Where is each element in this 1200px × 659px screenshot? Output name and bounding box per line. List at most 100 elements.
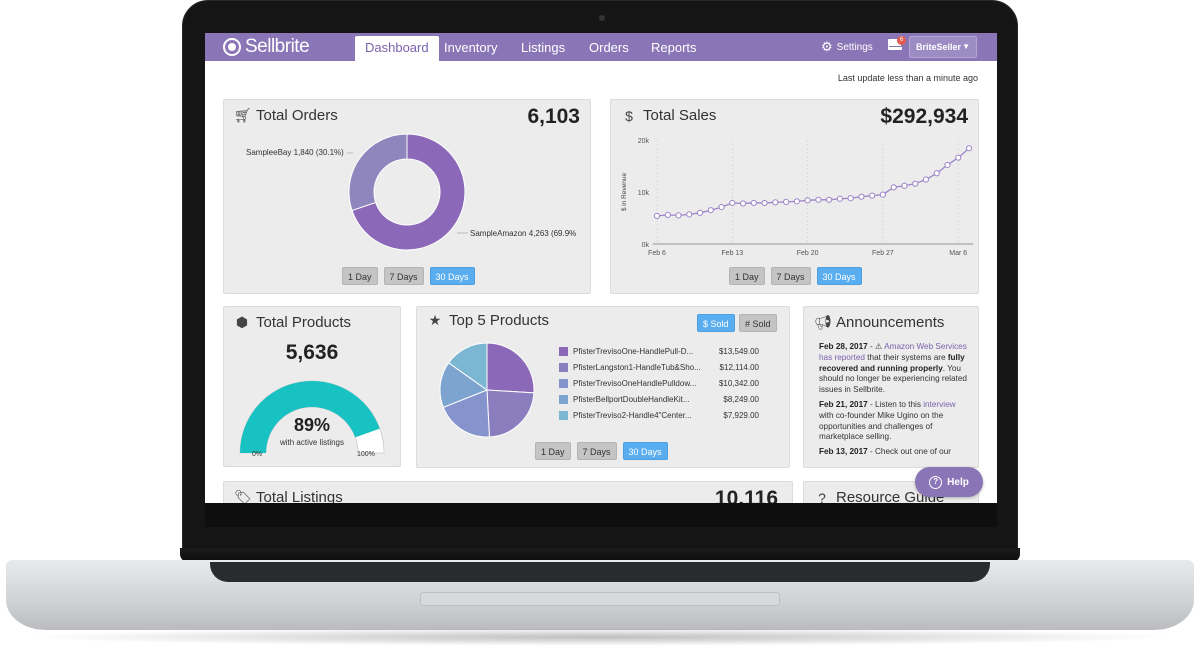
total-listings-title: 🏷︎ Total Listings — [234, 489, 343, 503]
x-tick-label: Feb 13 — [721, 250, 743, 257]
legend-swatch — [559, 362, 568, 372]
sales-point — [772, 199, 779, 206]
legend-product-value: $7,929.00 — [723, 410, 759, 420]
legend-swatch — [559, 394, 568, 404]
sold-count-toggle[interactable]: # Sold — [739, 314, 777, 332]
resource-guide-label: Resource Guide — [836, 489, 945, 503]
sales-point — [761, 199, 768, 207]
total-sales-title: $ Total Sales — [621, 107, 716, 124]
tab-dashboard[interactable]: Dashboard — [355, 36, 439, 61]
sales-point — [836, 195, 843, 202]
announcement-item: Feb 21, 2017 - Listen to this interview … — [819, 400, 969, 443]
sold-value-toggle[interactable]: $ Sold — [697, 314, 735, 332]
legend-product-name: PfisterTrevisoOne-HandlePull-D... — [573, 346, 694, 356]
total-sales-value: $292,934 — [880, 105, 968, 128]
sales-point — [739, 200, 747, 207]
orders-7-days-button[interactable]: 7 Days — [383, 267, 424, 285]
announcement-link[interactable]: interview — [923, 399, 956, 409]
announcements-label: Announcements — [836, 314, 945, 331]
help-label: Help — [947, 476, 969, 488]
sales-point — [890, 184, 897, 191]
legend-row: PfisterBellportDoubleHandleKit... $8,249.… — [559, 391, 759, 407]
tab-reports[interactable]: Reports — [651, 40, 697, 55]
mail-count-badge: 6 — [897, 36, 906, 45]
tab-orders[interactable]: Orders — [589, 40, 629, 55]
total-products-title: ⬢ Total Products — [234, 314, 351, 331]
app-screen: Sellbrite Dashboard Inventory Listings O… — [205, 33, 997, 503]
pie-slice-5 — [447, 342, 488, 391]
donut-label-sampleebay: SampleeBay 1,840 (30.1%) — [246, 148, 344, 157]
y-tick-label: 0k — [642, 242, 650, 249]
announcement-item: Feb 13, 2017 - Check out one of our — [819, 447, 969, 458]
x-tick-label: Feb 27 — [872, 250, 894, 257]
legend-swatch — [559, 410, 568, 420]
orders-donut-chart: SampleeBay 1,840 (30.1%) SampleAmazon 4,2… — [246, 133, 576, 251]
sales-30-days-button[interactable]: 30 Days — [816, 267, 862, 285]
sellbrite-logo[interactable]: Sellbrite — [223, 36, 310, 58]
legend-product-name: PfisterTrevisoOneHandlePulldow... — [573, 378, 697, 388]
sales-line-chart: 0k 10k 20k Feb 6 Feb 13 Feb 20 Feb 27 Mar 6 $ in… — [621, 138, 973, 257]
legend-product-name: PfisterTreviso2-Handle4"Center... — [573, 410, 692, 420]
announcement-link[interactable]: Amazon Web Services has reported — [819, 342, 967, 362]
sales-point — [664, 211, 671, 218]
y-axis-label: $ in Revenue — [621, 172, 628, 211]
sales-point — [826, 196, 833, 203]
pie-slice-4 — [439, 362, 489, 408]
announcement-date: Feb 28, 2017 — [819, 342, 868, 351]
total-listings-label: Total Listings — [256, 489, 343, 503]
y-tick-label: 20k — [638, 138, 650, 145]
sales-7-days-button[interactable]: 7 Days — [770, 267, 811, 285]
pie-slice-3 — [442, 389, 490, 438]
last-update-text: Last update less than a minute ago — [837, 73, 978, 83]
donut-label-sampleamazon: SampleAmazon 4,263 (69.9% — [470, 229, 576, 238]
pie-slice-2 — [486, 389, 535, 438]
announcements-list: Feb 28, 2017 - ⚠ Amazon Web Services has… — [819, 342, 969, 462]
legend-row: PfisterTrevisoOne-HandlePull-D... $13,549… — [559, 343, 759, 359]
announcement-text: - Listen to this — [867, 399, 924, 409]
laptop-shadow — [20, 628, 1180, 646]
sales-point — [653, 212, 661, 220]
announcements-card: 📢︎ Announcements Feb 28, 2017 - ⚠ Amazon… — [803, 306, 979, 468]
chevron-down-icon: ▼ — [962, 42, 970, 51]
legend-row: PfisterLangston1-HandleTub&Sho... $12,114… — [559, 359, 759, 375]
legend-swatch — [559, 346, 568, 356]
screen-bezel — [205, 503, 997, 527]
total-orders-card: 🛒︎ Total Orders 6,103 SampleeBay 1,840 (… — [223, 99, 591, 294]
sales-point — [707, 207, 714, 214]
brand-name: Sellbrite — [245, 36, 310, 57]
sales-1-day-button[interactable]: 1 Day — [729, 267, 765, 285]
orders-1-day-button[interactable]: 1 Day — [342, 267, 378, 285]
user-menu-button[interactable]: BriteSeller ▼ — [909, 36, 977, 58]
top5-7-days-button[interactable]: 7 Days — [576, 442, 617, 460]
legend-product-value: $12,114.00 — [719, 362, 759, 372]
sellbrite-logo-icon — [223, 38, 241, 56]
webcam-icon — [599, 15, 605, 21]
tab-listings[interactable]: Listings — [521, 40, 566, 55]
box-icon: ⬢ — [235, 314, 249, 330]
legend-product-value: $13,549.00 — [718, 346, 759, 356]
sales-point — [696, 209, 704, 216]
active-listings-gauge — [239, 380, 385, 454]
donut-slice-sampleamazon — [351, 133, 466, 251]
sales-point — [879, 191, 887, 198]
top5-30-days-button[interactable]: 30 Days — [622, 442, 668, 460]
settings-link[interactable]: ⚙ Settings — [821, 39, 873, 55]
sales-point — [869, 192, 876, 199]
y-tick-label: 10k — [638, 190, 650, 197]
user-name: BriteSeller — [916, 42, 962, 52]
mail-icon[interactable] — [888, 39, 902, 50]
sales-point — [847, 195, 854, 202]
total-sales-label: Total Sales — [643, 107, 717, 124]
tags-icon: 🏷︎ — [234, 489, 252, 503]
orders-range-buttons: 1 Day 7 Days 30 Days — [342, 267, 475, 285]
sales-point — [901, 182, 908, 189]
announcement-date: Feb 13, 2017 — [819, 447, 868, 457]
top5-1-day-button[interactable]: 1 Day — [535, 442, 571, 460]
help-button[interactable]: ? Help — [915, 467, 983, 497]
orders-30-days-button[interactable]: 30 Days — [429, 267, 475, 285]
total-sales-card: $ Total Sales $292,934 0k 10k 20k Feb 6 Feb … — [610, 99, 979, 294]
top-5-label: Top 5 Products — [449, 312, 550, 329]
sales-series-line — [656, 147, 970, 217]
tab-inventory[interactable]: Inventory — [444, 40, 498, 55]
megaphone-icon: 📢︎ — [814, 314, 832, 330]
